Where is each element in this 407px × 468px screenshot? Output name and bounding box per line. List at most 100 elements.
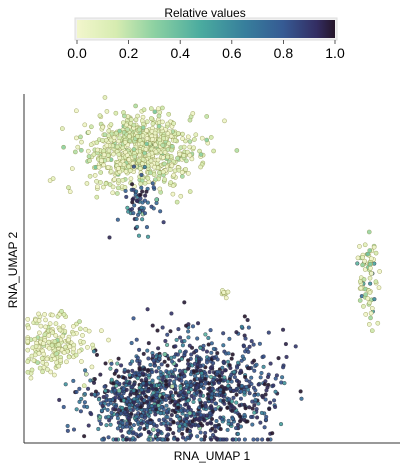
y-axis-label: RNA_UMAP 2 bbox=[6, 231, 20, 308]
cluster-6-point bbox=[142, 426, 147, 432]
cluster-2-point bbox=[144, 189, 149, 194]
cluster-7-point bbox=[156, 346, 161, 351]
cluster-2-point bbox=[154, 197, 159, 202]
cluster-1-point bbox=[98, 170, 103, 175]
cluster-5-point bbox=[66, 354, 72, 360]
cluster-1-point bbox=[122, 140, 128, 145]
cluster-7-point bbox=[179, 408, 184, 413]
cluster-1-point bbox=[126, 164, 132, 169]
cluster-1-point bbox=[160, 155, 166, 160]
cluster-1-point bbox=[106, 128, 112, 134]
cluster-6-point bbox=[86, 423, 91, 428]
cluster-6-point bbox=[116, 374, 121, 379]
cluster-1-point bbox=[126, 134, 132, 139]
cluster-7-point bbox=[258, 420, 263, 425]
cluster-5-point bbox=[90, 342, 95, 348]
cluster-6-point bbox=[78, 409, 83, 414]
cluster-1-point bbox=[115, 191, 120, 196]
cluster-5-point bbox=[71, 342, 77, 348]
cluster-1-point bbox=[136, 158, 142, 164]
cluster-1-point bbox=[175, 155, 180, 161]
cluster-7-point bbox=[203, 381, 208, 386]
cluster-6-point bbox=[124, 421, 130, 426]
cluster-1-point bbox=[131, 122, 137, 128]
cluster-7-point bbox=[260, 437, 265, 442]
cluster-6-point bbox=[113, 437, 119, 442]
cluster-2-point bbox=[142, 198, 148, 203]
cluster-5-point bbox=[54, 351, 59, 357]
cluster-2-point bbox=[151, 206, 156, 211]
cluster-6-point bbox=[146, 356, 151, 361]
cluster-5-point bbox=[40, 369, 45, 375]
cluster-7-point bbox=[242, 437, 247, 442]
cluster-7-point bbox=[175, 437, 180, 442]
cluster-1-point bbox=[165, 121, 170, 127]
cluster-7-point bbox=[249, 339, 254, 344]
cluster-7-point bbox=[174, 337, 179, 343]
cluster-6-point bbox=[165, 342, 170, 348]
cluster-3-point bbox=[366, 229, 372, 235]
cluster-5-point bbox=[38, 323, 44, 329]
cluster-7-point bbox=[232, 369, 237, 375]
cluster-5-point bbox=[77, 319, 82, 324]
cluster-1-point bbox=[78, 134, 83, 140]
cluster-7-point bbox=[246, 349, 251, 355]
cluster-7-point bbox=[163, 397, 168, 403]
cluster-7-point bbox=[198, 364, 203, 369]
cluster-7-point bbox=[238, 389, 243, 394]
cluster-5-point bbox=[49, 343, 55, 348]
cluster-7-point bbox=[281, 365, 286, 370]
cluster-7-point bbox=[198, 421, 203, 426]
cluster-6-point bbox=[119, 363, 124, 368]
cluster-7-point bbox=[154, 392, 159, 397]
cluster-3-point bbox=[365, 251, 371, 257]
cluster-7-point bbox=[155, 328, 160, 333]
cluster-1-point bbox=[151, 172, 157, 177]
cluster-7-point bbox=[252, 393, 257, 398]
cluster-7-point bbox=[167, 378, 173, 383]
cluster-6-point bbox=[109, 361, 114, 366]
cluster-3-point bbox=[369, 328, 375, 333]
cluster-1-point bbox=[95, 184, 100, 189]
cluster-7-point bbox=[179, 378, 184, 383]
cluster-7-point bbox=[218, 378, 223, 383]
cluster-5-point bbox=[48, 369, 53, 375]
cluster-1-point bbox=[176, 167, 182, 173]
cluster-3-point bbox=[363, 312, 369, 317]
cluster-5-point bbox=[52, 356, 57, 362]
cluster-6-point bbox=[142, 367, 147, 372]
colorbar-tick-label: 0.8 bbox=[274, 45, 294, 61]
cluster-1-point bbox=[125, 127, 130, 132]
cluster-7-point bbox=[284, 354, 289, 360]
cluster-7-point bbox=[150, 323, 155, 328]
cluster-6-point bbox=[122, 367, 127, 372]
cluster-1-point bbox=[101, 152, 107, 158]
cluster-6-point bbox=[127, 373, 132, 378]
cluster-7-point bbox=[251, 437, 256, 442]
cluster-7-point bbox=[220, 437, 225, 442]
cluster-5-point bbox=[56, 363, 62, 369]
cluster-6-point bbox=[157, 417, 162, 423]
scatter-points bbox=[25, 95, 382, 442]
cluster-7-point bbox=[273, 376, 278, 381]
cluster-7-point bbox=[196, 356, 201, 361]
cluster-7-point bbox=[225, 359, 231, 364]
cluster-2-point bbox=[131, 211, 136, 216]
cluster-1-point bbox=[110, 184, 116, 190]
cluster-1-point bbox=[105, 165, 111, 170]
cluster-7-point bbox=[226, 351, 231, 356]
cluster-5-point bbox=[44, 361, 49, 367]
cluster-1-point bbox=[144, 141, 150, 147]
cluster-3-point bbox=[367, 300, 372, 306]
cluster-7-point bbox=[164, 382, 169, 387]
cluster-7-point bbox=[187, 410, 193, 416]
cluster-7-point bbox=[238, 419, 243, 424]
cluster-1-point bbox=[122, 185, 128, 190]
cluster-7-point bbox=[273, 389, 278, 394]
cluster-7-point bbox=[171, 436, 177, 441]
cluster-7-point bbox=[252, 368, 257, 373]
cluster-1-point bbox=[116, 166, 121, 171]
cluster-7-point bbox=[209, 341, 214, 346]
cluster-7-point bbox=[160, 325, 165, 330]
cluster-7-point bbox=[251, 385, 256, 390]
